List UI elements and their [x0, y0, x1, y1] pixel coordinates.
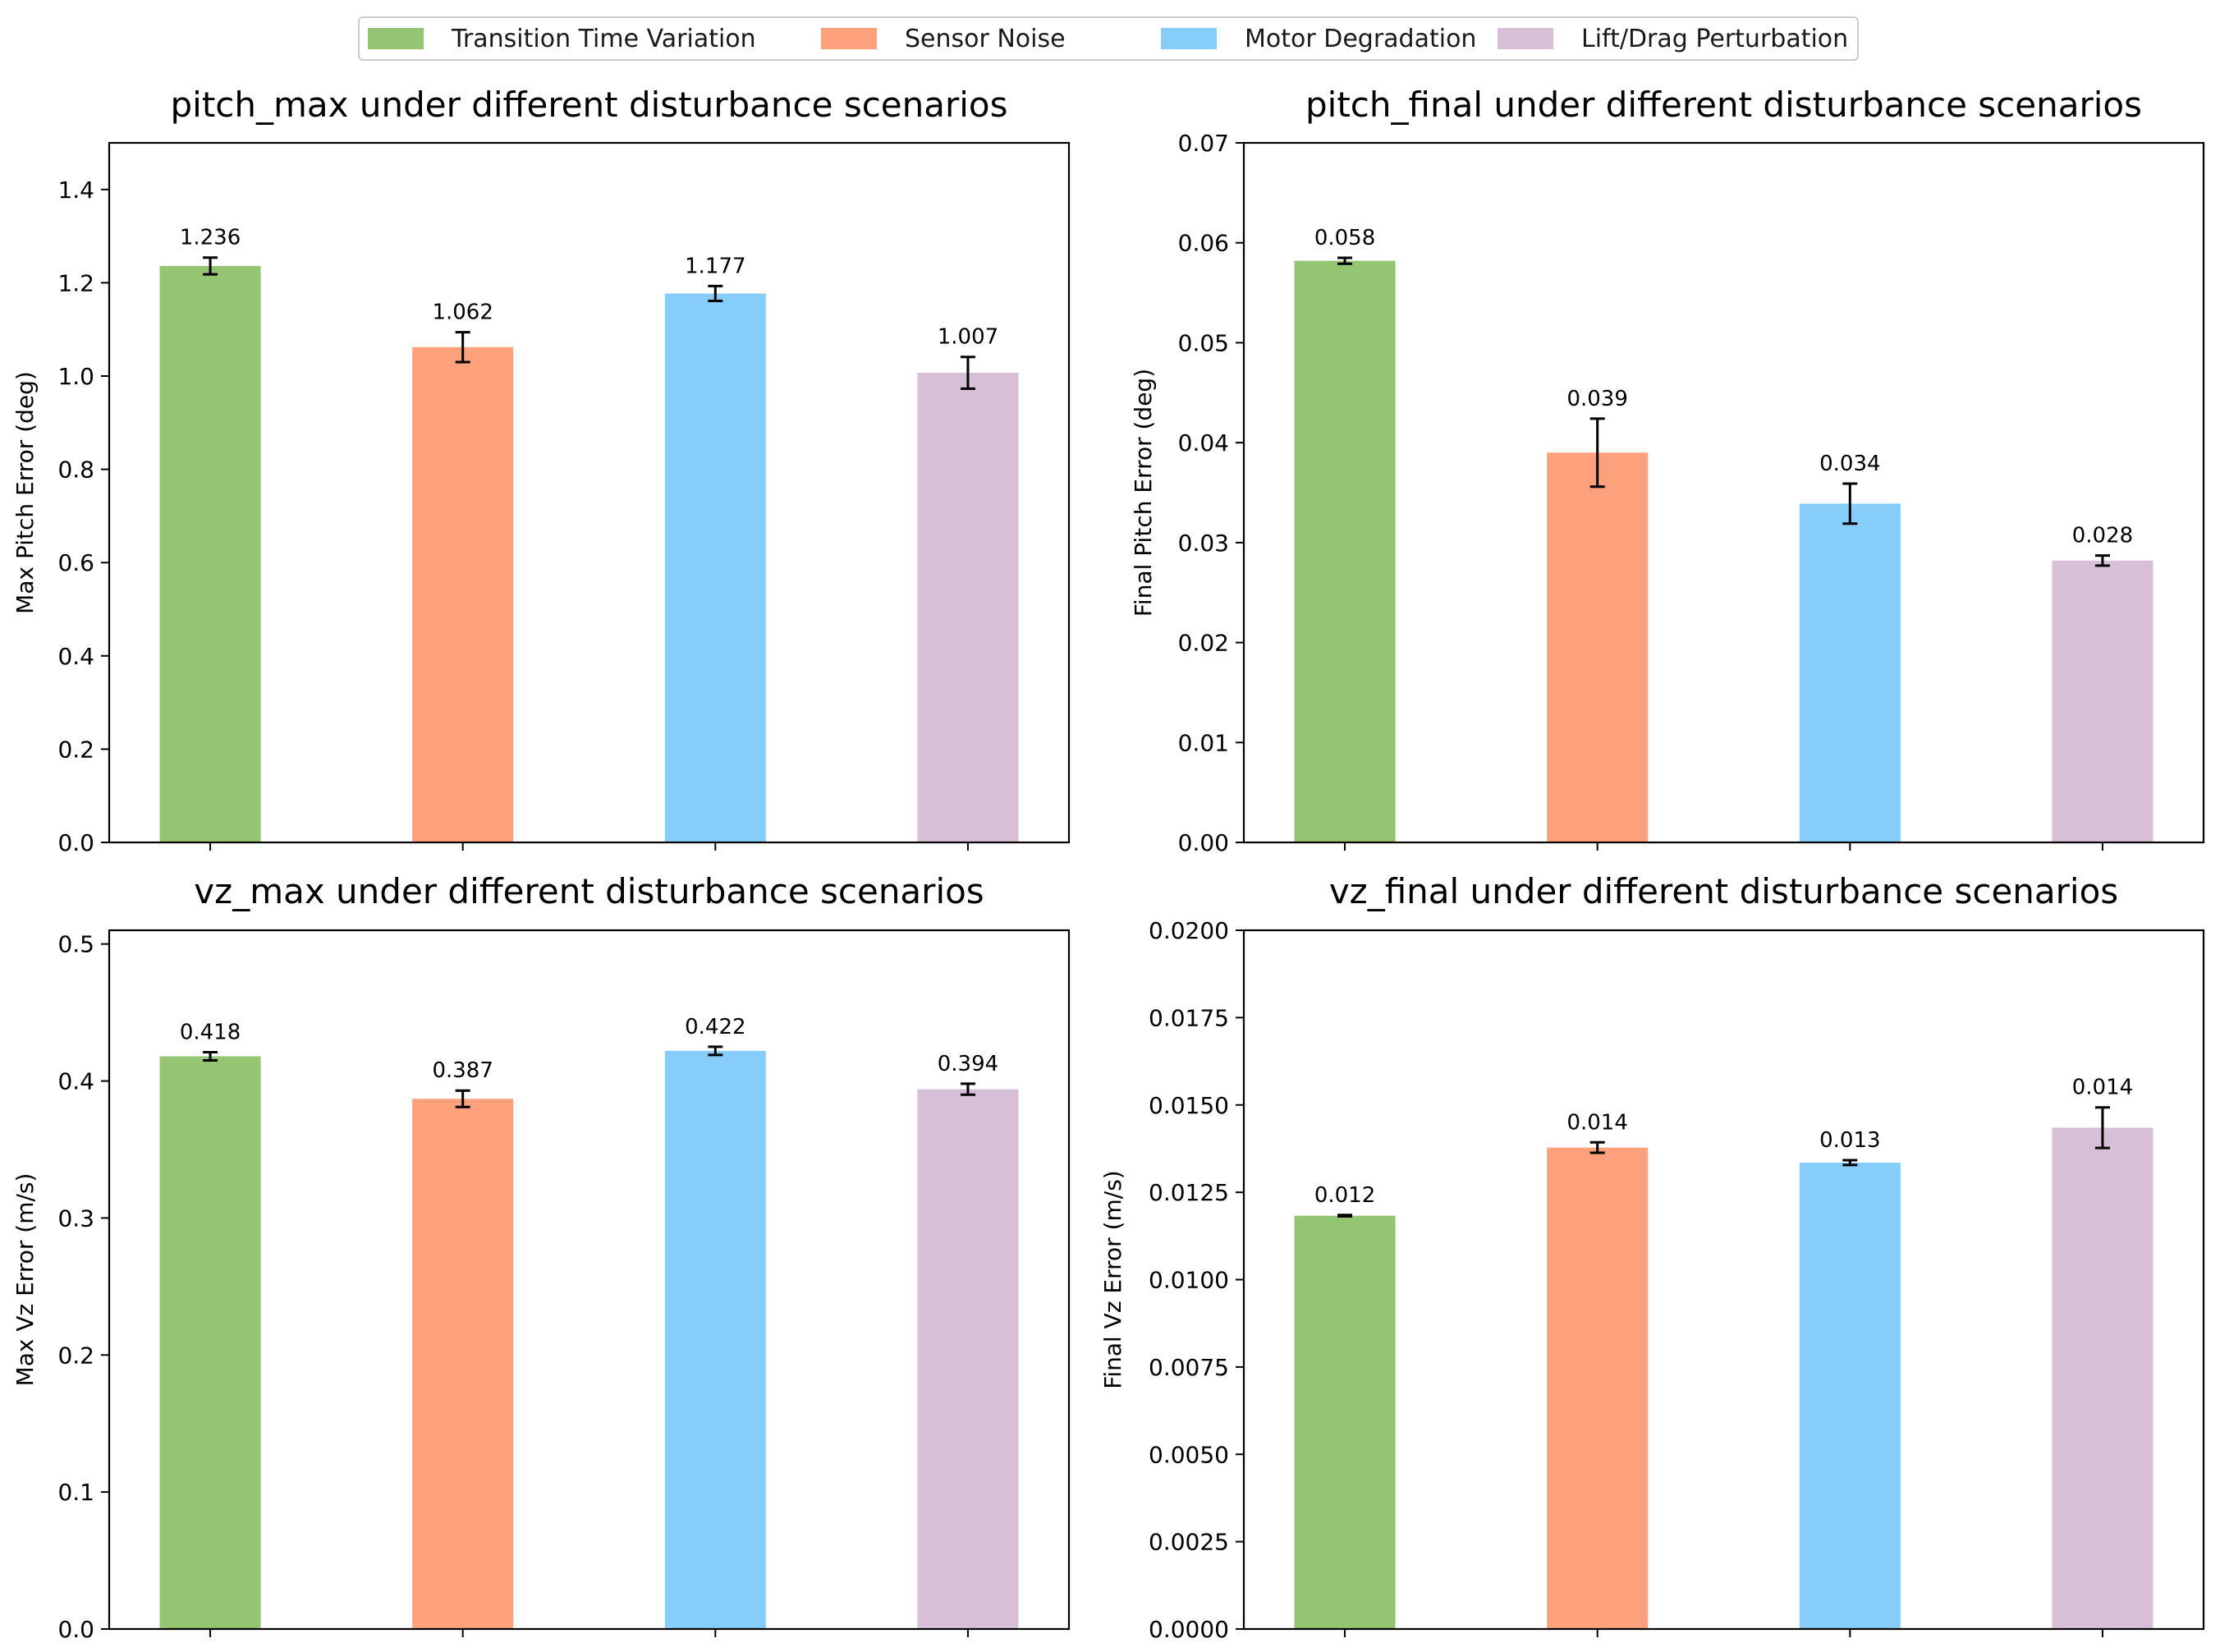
bar — [1799, 1162, 1901, 1629]
y-tick-label: 0.1 — [57, 1479, 94, 1506]
y-tick-label: 0.03 — [1178, 530, 1229, 557]
y-tick-label: 0.0 — [57, 1616, 94, 1643]
data-label: 1.062 — [432, 301, 493, 325]
y-tick-label: 0.04 — [1178, 429, 1229, 457]
y-tick-label: 1.0 — [57, 363, 94, 390]
data-label: 1.177 — [685, 254, 745, 278]
bar — [159, 1056, 261, 1629]
y-tick-label: 0.4 — [57, 643, 94, 670]
bar — [159, 265, 261, 842]
y-tick-label: 0.8 — [57, 457, 94, 484]
y-tick-label: 0.0075 — [1149, 1354, 1229, 1381]
y-axis-label: Max Pitch Error (deg) — [11, 371, 39, 614]
y-tick-label: 1.2 — [57, 269, 94, 296]
plot-frame — [1242, 141, 2205, 844]
chart-panel-3: 0.418 0.387 0.422 0.394 0.0 0.1 0.2 0.3 0.4 0.5 vz… — [11, 871, 1071, 1643]
bar — [2052, 1127, 2153, 1629]
y-tick-label: 0.0050 — [1149, 1441, 1229, 1468]
y-tick-label: 0.0200 — [1149, 917, 1229, 944]
legend-label: Lift/Drag Perturbation — [1581, 24, 1849, 53]
y-tick-label: 0.0000 — [1149, 1616, 1229, 1643]
legend-swatch — [368, 28, 424, 49]
y-tick-label: 0.06 — [1178, 230, 1229, 257]
data-label: 0.013 — [1819, 1128, 1880, 1153]
y-tick-label: 0.4 — [57, 1068, 94, 1095]
legend: Transition Time Variation Sensor Noise M… — [358, 16, 1859, 61]
bar — [412, 346, 514, 842]
legend-item-sensor-noise: Sensor Noise — [821, 18, 1066, 59]
bar — [1547, 1147, 1649, 1629]
y-tick-label: 0.6 — [57, 549, 94, 576]
legend-item-transition-time-variation: Transition Time Variation — [368, 18, 756, 59]
bar — [1547, 452, 1649, 842]
y-tick-label: 0.0175 — [1149, 1004, 1229, 1031]
y-tick-label: 0.0100 — [1149, 1267, 1229, 1294]
y-tick-label: 0.07 — [1178, 130, 1229, 157]
y-tick-label: 0.3 — [57, 1205, 94, 1232]
legend-swatch — [1498, 28, 1553, 49]
bar — [1799, 503, 1901, 842]
y-tick-label: 0.5 — [57, 931, 94, 958]
legend-label: Sensor Noise — [905, 24, 1066, 53]
plot-frame — [108, 141, 1071, 844]
bar — [664, 293, 766, 842]
y-tick-label: 1.4 — [57, 177, 94, 204]
legend-swatch — [1161, 28, 1217, 49]
y-tick-label: 0.0150 — [1149, 1092, 1229, 1119]
chart-title: pitch_max under different disturbance sc… — [171, 85, 1008, 125]
chart-title: vz_final under different disturbance sce… — [1329, 871, 2118, 911]
data-label: 0.058 — [1314, 226, 1375, 250]
y-tick-label: 0.01 — [1178, 729, 1229, 756]
bar — [1294, 260, 1396, 842]
y-axis-label: Final Pitch Error (deg) — [1130, 369, 1157, 617]
data-label: 0.014 — [1566, 1110, 1627, 1135]
data-label: 1.007 — [938, 325, 998, 350]
bar — [917, 1089, 1019, 1629]
y-tick-label: 0.2 — [57, 736, 94, 763]
bar — [917, 373, 1019, 842]
data-label: 0.028 — [2072, 524, 2133, 548]
data-label: 0.387 — [432, 1058, 493, 1083]
y-tick-label: 0.00 — [1178, 829, 1229, 856]
bar — [1294, 1215, 1396, 1629]
bar — [412, 1099, 514, 1629]
bar — [664, 1050, 766, 1629]
y-tick-label: 0.2 — [57, 1342, 94, 1369]
chart-panel-4: 0.012 0.014 0.013 0.014 0.0000 0.0025 0.0050 0.… — [1099, 871, 2205, 1643]
data-label: 0.418 — [180, 1021, 241, 1045]
data-label: 0.394 — [938, 1052, 998, 1076]
legend-item-lift-drag-perturbation: Lift/Drag Perturbation — [1498, 18, 1848, 59]
y-tick-label: 0.0 — [57, 829, 94, 856]
chart-title: pitch_final under different disturbance … — [1305, 85, 2142, 125]
y-tick-label: 0.02 — [1178, 630, 1229, 657]
legend-item-motor-degradation: Motor Degradation — [1161, 18, 1476, 59]
y-axis-label: Final Vz Error (m/s) — [1099, 1170, 1126, 1388]
plot-frame — [108, 929, 1071, 1631]
y-tick-label: 0.0125 — [1149, 1179, 1229, 1206]
legend-label: Transition Time Variation — [452, 24, 756, 53]
data-label: 0.012 — [1314, 1183, 1375, 1208]
chart-panel-2: 0.058 0.039 0.034 0.028 0.00 0.01 0.02 0.03 0.04… — [1130, 85, 2205, 856]
chart-title: vz_max under different disturbance scena… — [194, 871, 984, 911]
data-label: 1.236 — [180, 226, 241, 250]
y-tick-label: 0.05 — [1178, 329, 1229, 356]
y-tick-label: 0.0025 — [1149, 1529, 1229, 1556]
legend-label: Motor Degradation — [1245, 24, 1477, 53]
bar — [2052, 560, 2153, 842]
legend-swatch — [821, 28, 877, 49]
y-axis-label: Max Vz Error (m/s) — [11, 1173, 39, 1387]
data-label: 0.039 — [1566, 387, 1627, 411]
data-label: 0.422 — [685, 1015, 745, 1039]
data-label: 0.014 — [2072, 1076, 2133, 1100]
data-label: 0.034 — [1819, 452, 1880, 476]
chart-panel-1: 1.236 1.062 1.177 1.007 0.0 0.2 0.4 0.6 0.8 1.0 1.… — [11, 85, 1071, 856]
